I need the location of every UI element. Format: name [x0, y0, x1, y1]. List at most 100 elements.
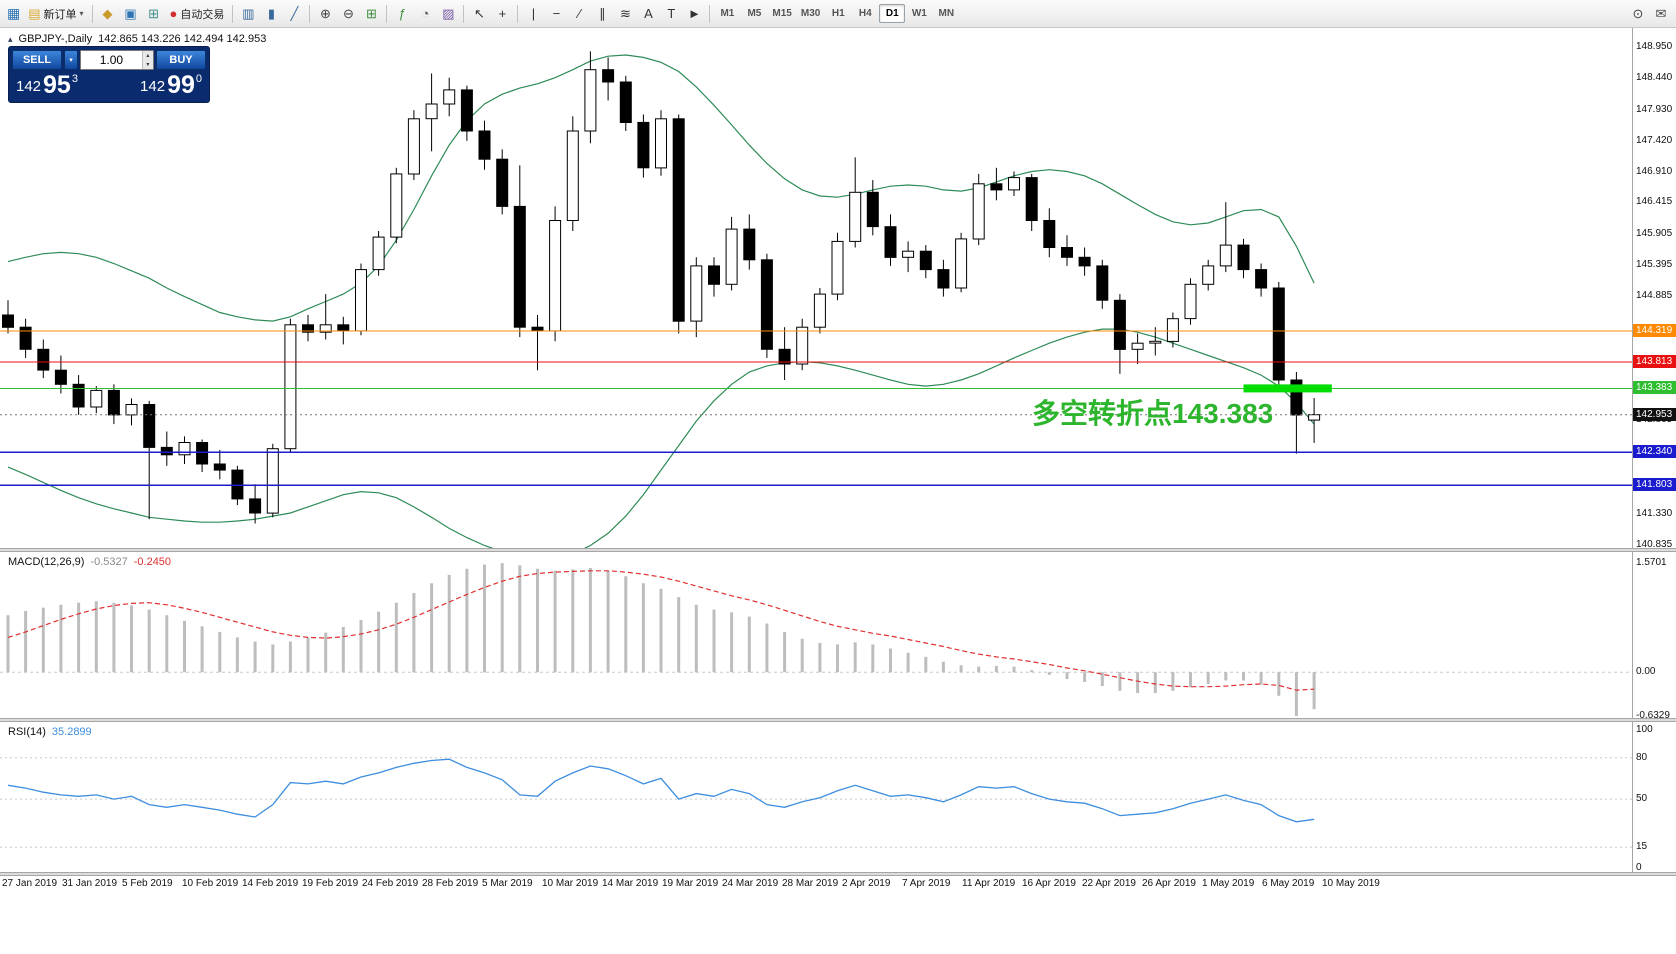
- rsi-panel-canvas[interactable]: [0, 722, 1632, 872]
- cursor-icon: ↖: [473, 5, 485, 21]
- one-click-panel-toggle-icon[interactable]: ▴: [8, 33, 13, 44]
- search-button[interactable]: ⊙: [1627, 3, 1649, 25]
- candle-body: [1025, 177, 1038, 222]
- trendline-icon: ∕: [578, 6, 581, 21]
- buy-button[interactable]: BUY: [156, 50, 206, 70]
- trade-options-caret-button[interactable]: ▾: [64, 50, 78, 70]
- tile-windows-button[interactable]: ⊞: [360, 3, 382, 25]
- volume-increase-button[interactable]: ▴: [142, 51, 153, 60]
- price-tick-label: 148.440: [1636, 72, 1673, 83]
- periods-button[interactable]: ◔: [414, 3, 436, 25]
- arrows-button[interactable]: ►: [683, 3, 705, 25]
- sell-button[interactable]: SELL: [12, 50, 62, 70]
- macd-tick-label: 0.00: [1636, 666, 1656, 677]
- timeframe-m30[interactable]: M30: [797, 4, 824, 23]
- candle-body: [390, 173, 403, 238]
- toolbar: ▦ ▤ 新订单 ▾ ◆ ▣ ⊞ ● 自动交易 ▥ ▮ ╱ ⊕ ⊖ ⊞ ƒ ◔ ▨ ↖ + | − ∕ ∥ ≋ A T ► M1 M5 M15…: [0, 0, 1676, 28]
- rsi-tick-label: 80: [1636, 752, 1648, 763]
- charts-window-button[interactable]: ▣: [120, 3, 142, 25]
- line-chart-type-icon: ╱: [290, 5, 299, 21]
- autotrading-button[interactable]: ● 自动交易: [166, 3, 229, 25]
- candle-body: [796, 326, 809, 365]
- price-axis[interactable]: 148.950 148.440 147.930 147.420 146.910 146.4…: [1633, 0, 1676, 954]
- volume-input[interactable]: [81, 51, 142, 69]
- price-tick-label: 147.930: [1636, 104, 1673, 115]
- date-tick-label: 5 Mar 2019: [482, 878, 533, 889]
- timeframe-m15[interactable]: M15: [768, 4, 795, 23]
- new-order-button[interactable]: ▤ 新订单 ▾: [24, 3, 87, 25]
- date-tick-label: 19 Feb 2019: [302, 878, 359, 889]
- profiles-icon: ◆: [102, 5, 113, 21]
- timeframe-h4[interactable]: H4: [852, 4, 878, 23]
- candle-body: [284, 324, 297, 450]
- date-tick-label: 2 Apr 2019: [842, 878, 891, 889]
- price-level-badge: 143.383: [1633, 381, 1676, 394]
- candle-body: [708, 265, 720, 285]
- sell-price-display: 142 95 3: [16, 71, 78, 99]
- timeframe-w1[interactable]: W1: [906, 4, 932, 23]
- indicators-button[interactable]: ƒ: [391, 3, 413, 25]
- timeframe-m1[interactable]: M1: [714, 4, 740, 23]
- horizontal-line-button[interactable]: −: [545, 3, 567, 25]
- candle-body: [1255, 269, 1268, 289]
- profiles-button[interactable]: ◆: [97, 3, 119, 25]
- vertical-line-button[interactable]: |: [522, 3, 544, 25]
- toolbar-separator: [463, 4, 465, 23]
- rsi-tick-label: 50: [1636, 793, 1648, 804]
- label-button[interactable]: T: [660, 3, 682, 25]
- text-icon: A: [644, 6, 653, 21]
- price-tick-label: 146.910: [1636, 166, 1673, 177]
- macd-tick-label: -0.6329: [1636, 710, 1670, 721]
- rsi-line: [7, 758, 1315, 823]
- timeframe-mn[interactable]: MN: [933, 4, 959, 23]
- templates-button[interactable]: ▨: [437, 3, 459, 25]
- macd-panel-canvas[interactable]: [0, 552, 1632, 718]
- candle-body: [972, 183, 985, 240]
- candle-body: [107, 389, 120, 416]
- candlestick-type-button[interactable]: ▮: [260, 3, 282, 25]
- panel-splitter[interactable]: [0, 718, 1676, 722]
- zoom-in-button[interactable]: ⊕: [314, 3, 336, 25]
- fibonacci-button[interactable]: ≋: [614, 3, 636, 25]
- candle-body: [231, 469, 244, 500]
- toolbar-separator: [91, 4, 93, 23]
- price-level-badge: 143.813: [1633, 355, 1676, 368]
- candle-body: [372, 236, 385, 271]
- main-chart-canvas[interactable]: [0, 28, 1632, 548]
- candle-body: [1078, 256, 1091, 267]
- trendline-button[interactable]: ∕: [568, 3, 590, 25]
- crosshair-button[interactable]: +: [491, 3, 513, 25]
- cursor-button[interactable]: ↖: [468, 3, 490, 25]
- candle-body: [990, 183, 1003, 191]
- macd-label: MACD(12,26,9) -0.5327 -0.2450: [8, 556, 172, 568]
- candle-body: [602, 69, 615, 83]
- candle-body: [37, 348, 50, 371]
- turning-point-highlight[interactable]: [1243, 384, 1332, 393]
- panel-splitter[interactable]: [0, 548, 1676, 552]
- bar-chart-type-button[interactable]: ▥: [237, 3, 259, 25]
- channel-button[interactable]: ∥: [591, 3, 613, 25]
- candle-body: [831, 240, 844, 295]
- periods-icon: ◔: [421, 6, 430, 21]
- panel-splitter[interactable]: [0, 872, 1676, 876]
- date-tick-label: 19 Mar 2019: [662, 878, 719, 889]
- candle-body: [1202, 265, 1215, 285]
- timeframe-d1[interactable]: D1: [879, 4, 906, 23]
- toolbar-separator: [232, 4, 234, 23]
- volume-decrease-button[interactable]: ▾: [142, 60, 153, 69]
- chart-annotation-text[interactable]: 多空转折点143.383: [1032, 398, 1274, 429]
- charts-window-icon: ▣: [124, 5, 137, 21]
- text-button[interactable]: A: [637, 3, 659, 25]
- timeframe-m5[interactable]: M5: [741, 4, 767, 23]
- candle-body: [1113, 299, 1126, 350]
- candle-body: [566, 130, 579, 221]
- chat-button[interactable]: ✉: [1650, 3, 1672, 25]
- candle-body: [619, 81, 632, 123]
- market-watch-button[interactable]: ⊞: [143, 3, 165, 25]
- candle-body: [1184, 283, 1197, 320]
- zoom-out-button[interactable]: ⊖: [337, 3, 359, 25]
- timeframe-h1[interactable]: H1: [825, 4, 851, 23]
- line-chart-type-button[interactable]: ╱: [283, 3, 305, 25]
- date-axis[interactable]: 27 Jan 2019 31 Jan 2019 5 Feb 2019 10 Feb 2…: [0, 875, 1632, 897]
- macd-tick-label: 1.5701: [1636, 557, 1667, 568]
